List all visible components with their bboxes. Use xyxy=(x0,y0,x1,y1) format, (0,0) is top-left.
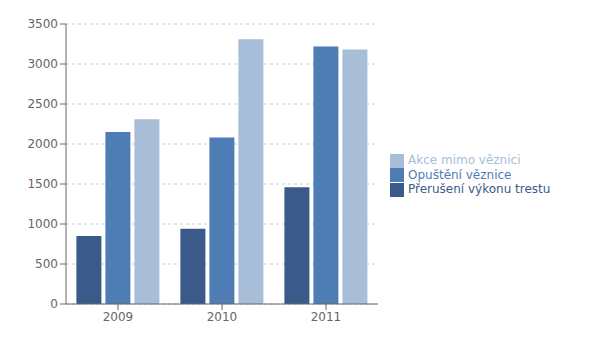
svg-text:2011: 2011 xyxy=(311,310,342,324)
svg-text:0: 0 xyxy=(50,297,58,311)
html-text:Přerušení výkonu trestu: Přerušení výkonu trestu xyxy=(408,182,551,197)
svg-text:2500: 2500 xyxy=(27,97,58,111)
svg-text:1500: 1500 xyxy=(27,177,58,191)
html-text:Opuštění věznice: Opuštění věznice xyxy=(408,167,512,182)
svg-text:3000: 3000 xyxy=(27,57,58,71)
svg-text:2009: 2009 xyxy=(103,310,134,324)
svg-text:3500: 3500 xyxy=(27,17,58,31)
svg-text:500: 500 xyxy=(35,257,58,271)
svg-text:1000: 1000 xyxy=(27,217,58,231)
html-text:Akce mimo věznici: Akce mimo věznici xyxy=(408,153,521,168)
svg-text:2000: 2000 xyxy=(27,137,58,151)
svg-text:2010: 2010 xyxy=(207,310,238,324)
